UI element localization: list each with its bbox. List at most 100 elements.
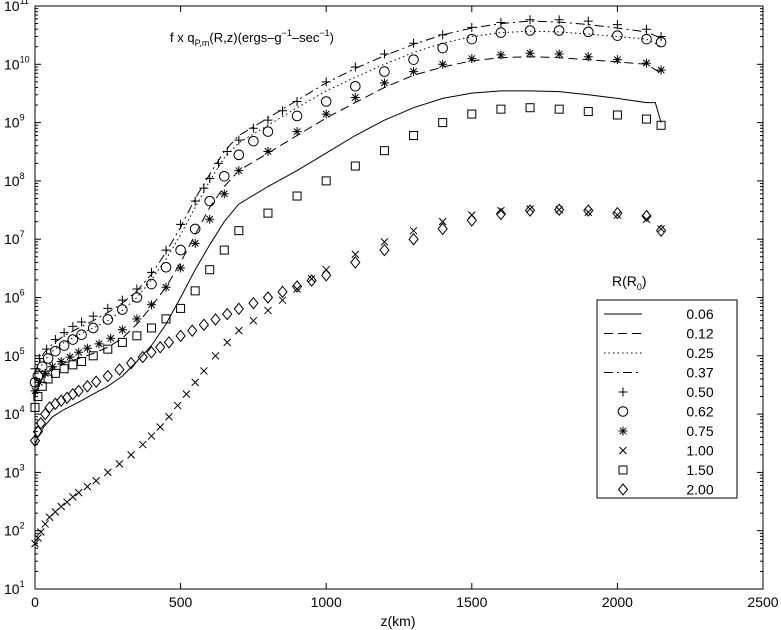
data-point [496,104,506,114]
data-point [554,203,565,217]
data-point [161,282,171,292]
data-point [59,364,69,374]
data-point [67,387,79,401]
data-point [263,146,273,156]
data-point [56,356,66,366]
y-tick-label: 106 [4,288,25,306]
series-0.62 [29,25,667,388]
data-point [161,245,171,255]
data-point [103,303,113,313]
data-point [74,347,84,357]
data-point [94,339,104,349]
legend-swatch [619,446,627,455]
data-point [641,209,652,223]
data-point [205,265,215,275]
data-point [524,25,536,36]
legend-entry: 1.50 [618,462,714,478]
data-point [36,528,45,536]
data-point [200,367,208,375]
data-point [263,208,273,218]
data-point [205,214,215,224]
data-point [210,313,221,326]
data-point [103,468,112,477]
data-point [496,50,506,60]
data-point [41,520,50,528]
x-axis-label: z(km) [381,613,416,629]
data-point [495,27,507,38]
data-point [190,238,200,248]
data-point [525,15,535,25]
data-point [278,106,288,116]
data-point [656,31,666,41]
data-point [321,176,331,186]
data-point [293,285,301,293]
data-point [44,401,55,414]
data-point [58,340,70,351]
data-point [656,120,666,130]
x-tick-label: 0 [31,594,39,610]
data-point [127,450,135,459]
data-point [92,476,101,485]
data-point [73,384,84,398]
data-point [438,118,448,128]
data-point [248,123,258,133]
data-point [583,16,593,26]
data-point [88,351,98,361]
data-point [249,316,258,325]
legend-entry: 2.00 [617,482,714,498]
data-point [83,482,92,491]
data-point [132,284,142,294]
data-point [82,343,92,353]
legend-entry: 0.37 [604,365,714,381]
data-point [146,323,156,333]
legend-label: 0.50 [686,384,713,400]
data-point [40,368,50,378]
data-point [50,397,61,411]
data-point [77,317,87,327]
data-point [612,110,622,120]
series-1.00 [31,205,665,548]
data-point [211,351,220,360]
data-point [409,131,419,141]
data-point [50,345,61,357]
data-point [106,333,116,343]
data-point [102,369,113,383]
data-point [613,211,622,219]
annotation-sub: P,m [195,38,210,48]
data-point [42,353,54,364]
legend-entry: 0.50 [618,384,714,400]
data-point [146,278,157,290]
data-point [466,214,477,227]
data-point [264,306,272,315]
data-point [657,225,665,233]
data-point [50,335,60,345]
data-point [103,344,113,354]
legend-label: 1.50 [686,462,713,478]
data-point [33,392,43,402]
data-point [57,502,66,511]
legend-label: 2.00 [686,482,713,498]
data-point [350,161,360,171]
data-point [583,204,594,217]
data-point [42,344,52,354]
legend-label: 0.75 [686,423,713,439]
legend-entry: 0.25 [604,345,714,361]
data-point [56,394,67,407]
data-point [117,337,127,347]
data-point [50,368,60,378]
legend-swatch [617,406,629,417]
x-tick-label: 1000 [311,594,342,610]
legend-swatch [618,387,628,397]
data-point [321,269,332,282]
plot-frame [34,5,764,590]
y-tick-label: 102 [4,521,25,539]
data-point [525,48,535,58]
data-point [69,493,77,501]
data-point [204,195,216,207]
data-point [68,321,78,331]
data-point [379,146,389,156]
data-point [409,67,419,77]
data-point [32,425,44,438]
legend-swatch [618,426,628,436]
